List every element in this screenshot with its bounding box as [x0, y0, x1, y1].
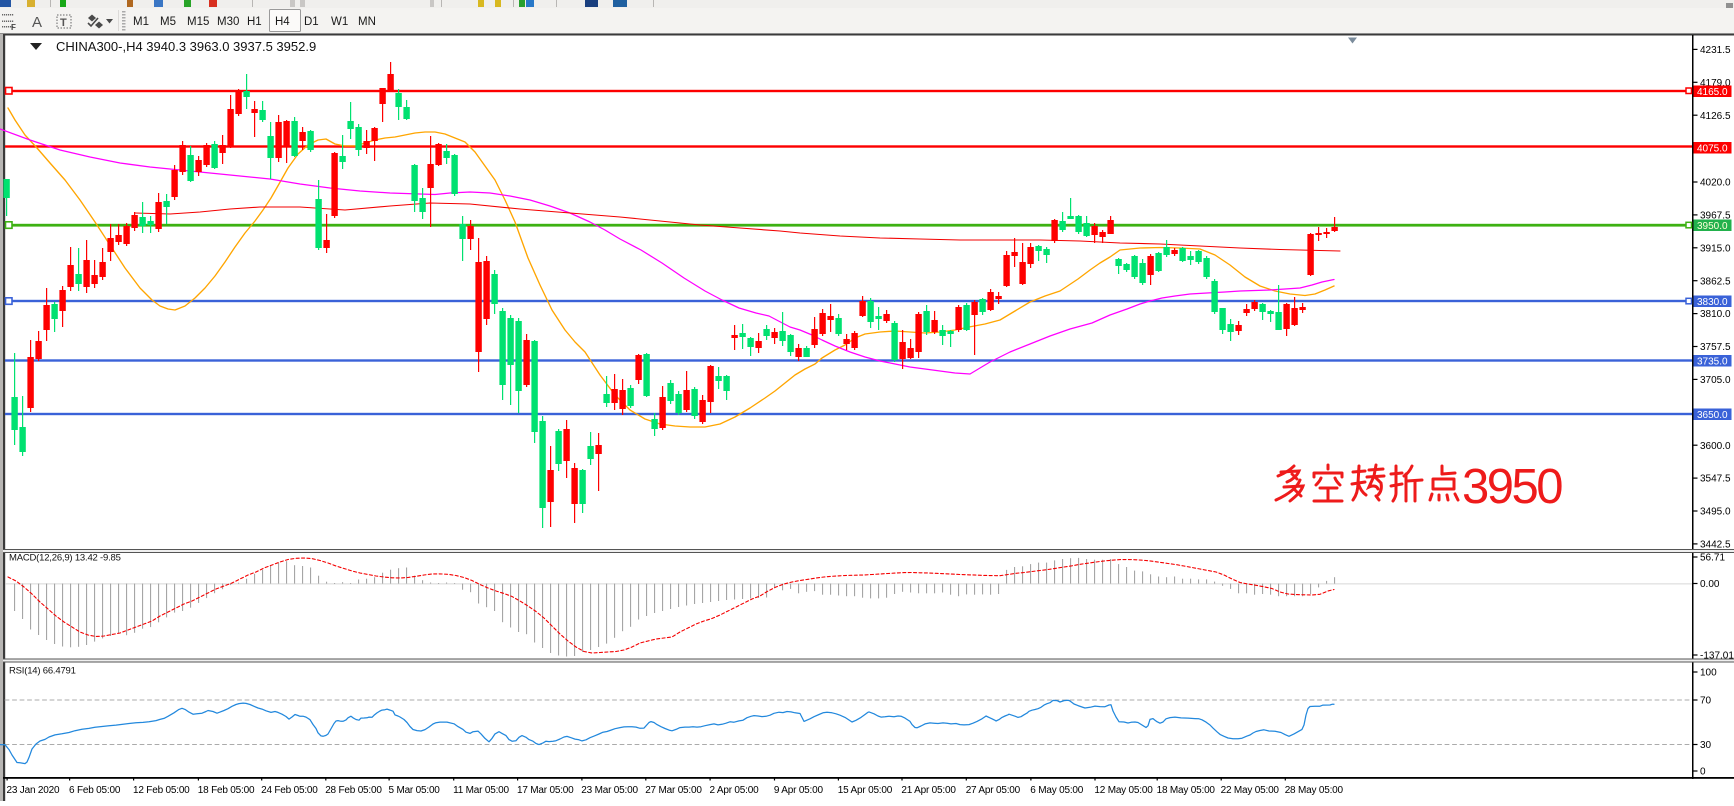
svg-text:28 Feb 05:00: 28 Feb 05:00: [325, 785, 382, 796]
svg-text:3967.5: 3967.5: [1700, 211, 1731, 222]
svg-text:M5: M5: [160, 16, 176, 28]
svg-text:M1: M1: [133, 16, 149, 28]
svg-text:18 Feb 05:00: 18 Feb 05:00: [198, 785, 255, 796]
svg-text:CHINA300-,H4 3940.3 3963.0 39: CHINA300-,H4 3940.3 3963.0 3937.5 3952.9: [56, 39, 316, 54]
svg-text:3547.5: 3547.5: [1700, 474, 1731, 485]
svg-text:3757.5: 3757.5: [1700, 342, 1731, 353]
svg-text:H1: H1: [247, 16, 262, 28]
svg-text:3830.0: 3830.0: [1697, 297, 1728, 308]
svg-text:12 Feb 05:00: 12 Feb 05:00: [133, 785, 190, 796]
svg-text:4126.5: 4126.5: [1700, 111, 1731, 122]
svg-text:A: A: [32, 14, 42, 31]
svg-text:100: 100: [1700, 668, 1717, 679]
svg-text:T: T: [60, 17, 67, 29]
svg-text:6 Feb 05:00: 6 Feb 05:00: [69, 785, 121, 796]
svg-text:4020.0: 4020.0: [1700, 178, 1731, 189]
svg-text:4179.0: 4179.0: [1700, 78, 1731, 89]
svg-text:-137.01: -137.01: [1700, 651, 1734, 662]
svg-text:3442.5: 3442.5: [1700, 540, 1731, 551]
svg-text:3650.0: 3650.0: [1697, 410, 1728, 421]
svg-text:3862.5: 3862.5: [1700, 276, 1731, 287]
svg-text:12 May 05:00: 12 May 05:00: [1094, 785, 1153, 796]
svg-text:2 Apr 05:00: 2 Apr 05:00: [710, 785, 760, 796]
svg-text:3950: 3950: [1462, 460, 1562, 514]
svg-text:3600.0: 3600.0: [1700, 441, 1731, 452]
svg-text:3810.0: 3810.0: [1700, 309, 1731, 320]
svg-text:27 Mar 05:00: 27 Mar 05:00: [645, 785, 702, 796]
svg-text:11 Mar 05:00: 11 Mar 05:00: [453, 785, 509, 796]
svg-text:M15: M15: [187, 16, 209, 28]
svg-text:MACD(12,26,9) 13.42 -9.85: MACD(12,26,9) 13.42 -9.85: [9, 553, 121, 564]
svg-text:F: F: [11, 23, 16, 32]
svg-text:M30: M30: [217, 16, 239, 28]
svg-text:W1: W1: [331, 16, 348, 28]
svg-text:3915.0: 3915.0: [1700, 243, 1731, 254]
svg-text:5 Mar 05:00: 5 Mar 05:00: [389, 785, 441, 796]
svg-text:23 Mar 05:00: 23 Mar 05:00: [581, 785, 638, 796]
svg-text:0.00: 0.00: [1700, 579, 1720, 590]
svg-text:9 Apr 05:00: 9 Apr 05:00: [774, 785, 824, 796]
svg-text:MN: MN: [358, 16, 376, 28]
svg-text:4165.0: 4165.0: [1697, 87, 1728, 98]
svg-text:21 Apr 05:00: 21 Apr 05:00: [901, 785, 956, 796]
svg-text:24 Feb 05:00: 24 Feb 05:00: [261, 785, 318, 796]
svg-text:H4: H4: [275, 16, 290, 28]
svg-text:3735.0: 3735.0: [1697, 356, 1728, 367]
svg-text:3495.0: 3495.0: [1700, 507, 1731, 518]
svg-text:RSI(14) 66.4791: RSI(14) 66.4791: [9, 666, 76, 677]
svg-text:27 Apr 05:00: 27 Apr 05:00: [966, 785, 1021, 796]
svg-text:4231.5: 4231.5: [1700, 45, 1731, 56]
svg-text:D1: D1: [304, 16, 319, 28]
svg-text:4075.0: 4075.0: [1697, 143, 1728, 154]
svg-text:15 Apr 05:00: 15 Apr 05:00: [838, 785, 893, 796]
svg-text:6 May 05:00: 6 May 05:00: [1030, 785, 1083, 796]
svg-text:28 May 05:00: 28 May 05:00: [1285, 785, 1344, 796]
svg-text:23 Jan 2020: 23 Jan 2020: [7, 785, 60, 796]
svg-text:0: 0: [1700, 767, 1706, 778]
svg-text:22 May 05:00: 22 May 05:00: [1221, 785, 1280, 796]
svg-text:17 Mar 05:00: 17 Mar 05:00: [517, 785, 574, 796]
svg-text:56.71: 56.71: [1700, 553, 1725, 564]
svg-text:3950.0: 3950.0: [1697, 221, 1728, 232]
svg-text:18 May 05:00: 18 May 05:00: [1157, 785, 1216, 796]
svg-text:70: 70: [1700, 696, 1712, 707]
svg-text:3705.0: 3705.0: [1700, 375, 1731, 386]
svg-text:30: 30: [1700, 740, 1712, 751]
